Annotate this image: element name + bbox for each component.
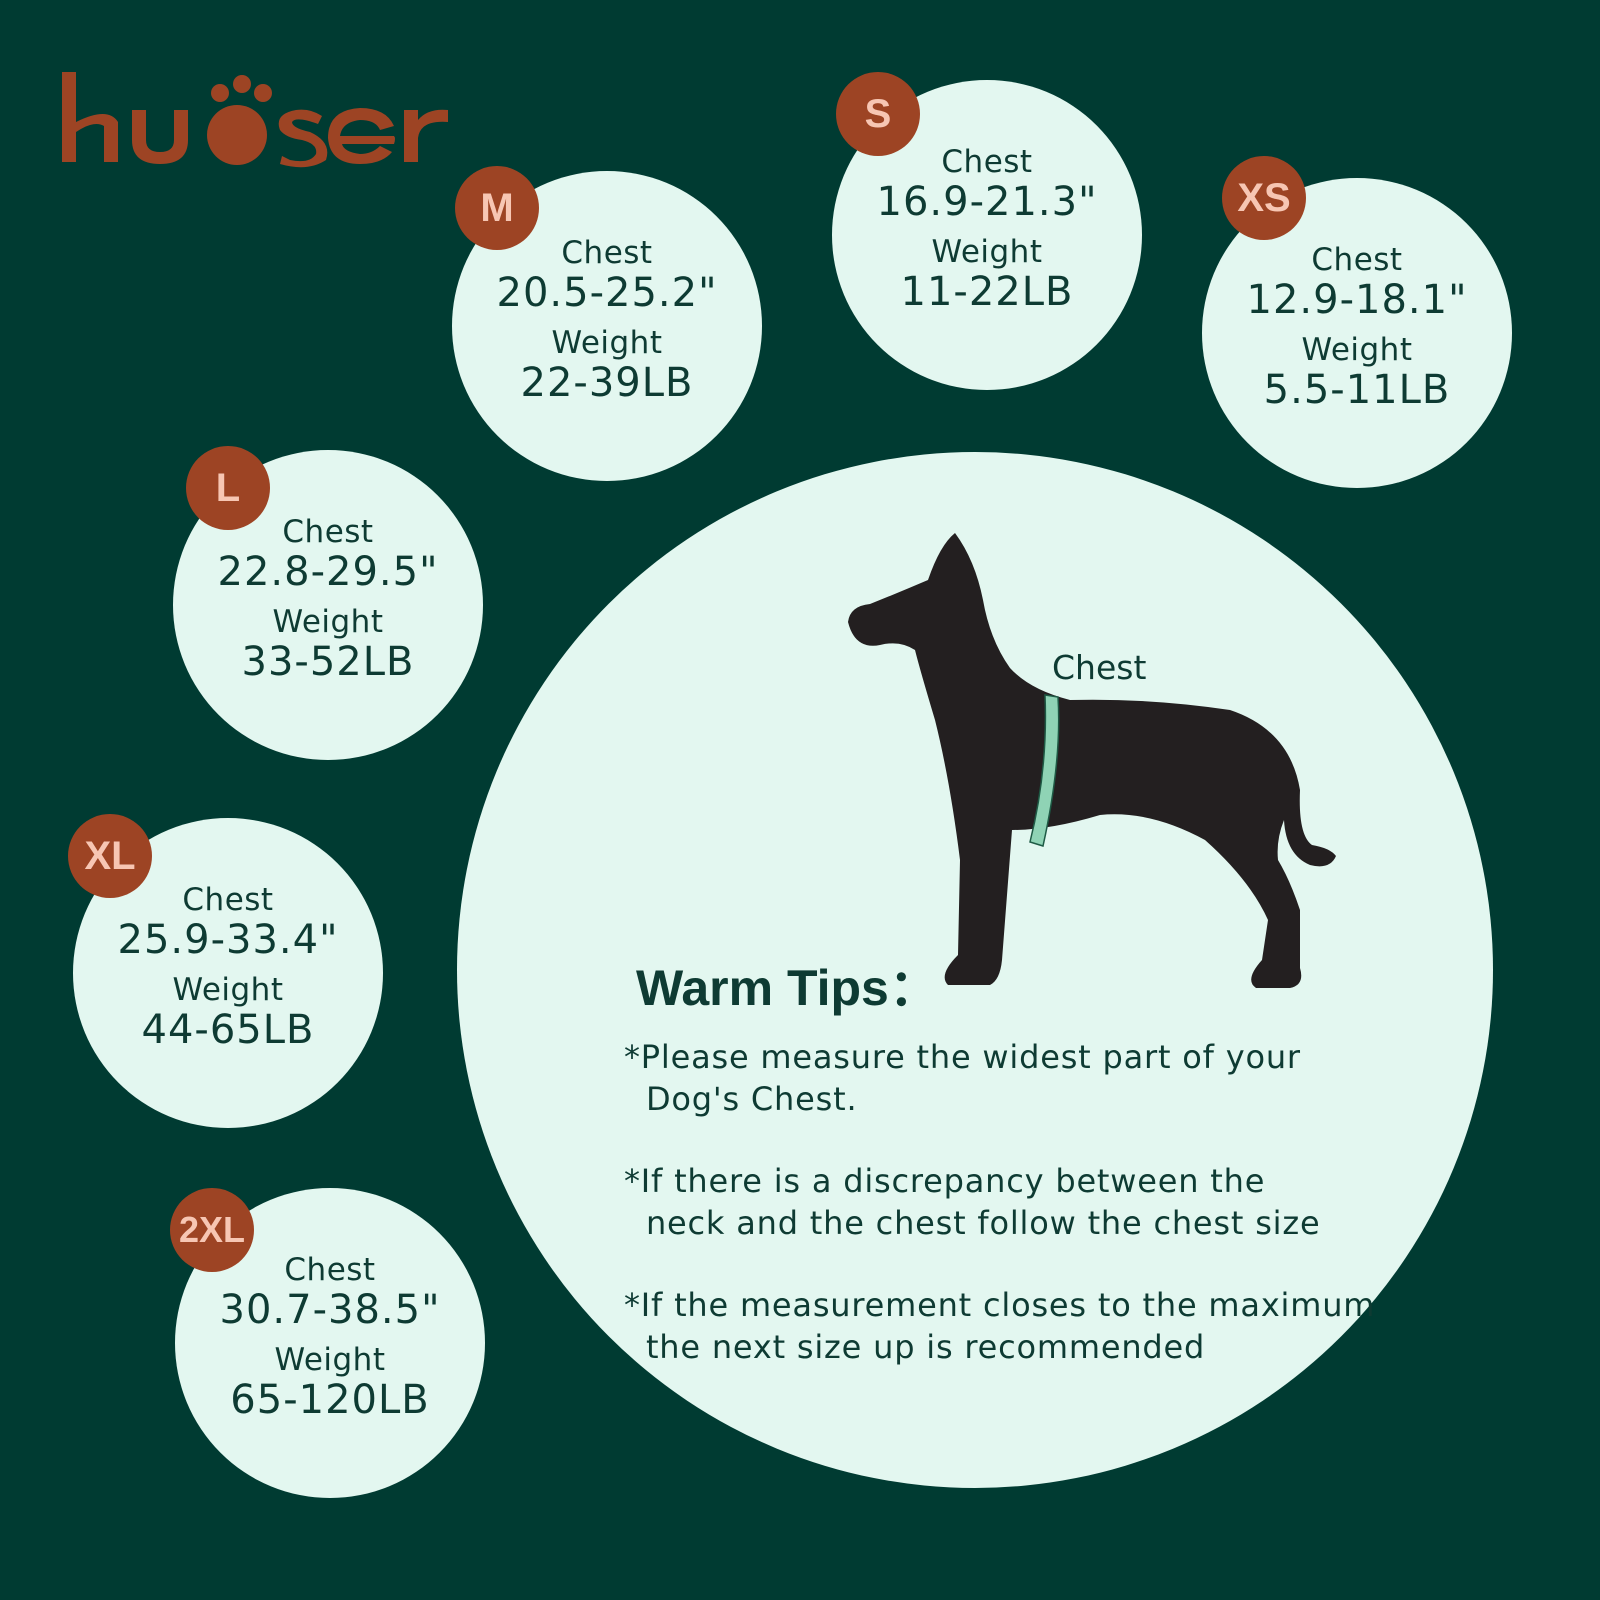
chest-value: 12.9-18.1" <box>1246 277 1468 323</box>
weight-label: Weight <box>551 325 663 361</box>
chest-label: Chest <box>182 882 274 918</box>
weight-label: Weight <box>1301 332 1413 368</box>
chest-value: 22.8-29.5" <box>217 549 439 595</box>
size-badge-xl: XL <box>68 814 152 898</box>
chest-value: 20.5-25.2" <box>496 270 718 316</box>
size-badge-l: L <box>186 446 270 530</box>
weight-label: Weight <box>172 972 284 1008</box>
weight-value: 22-39LB <box>520 360 694 406</box>
size-badge-xs: XS <box>1222 156 1306 240</box>
chest-label: Chest <box>941 144 1033 180</box>
chest-value: 25.9-33.4" <box>117 917 339 963</box>
size-card-xs: Chest 12.9-18.1" Weight 5.5-11LB <box>1202 178 1512 488</box>
weight-value: 5.5-11LB <box>1263 367 1451 413</box>
kuoser-logo-icon <box>62 72 448 168</box>
chest-label: Chest <box>1311 242 1403 278</box>
tips-title: Warm Tips： <box>636 960 939 1016</box>
brand-logo <box>60 60 460 174</box>
size-badge-s: S <box>836 72 920 156</box>
tip-item: *Please measure the widest part of your … <box>624 1038 1301 1118</box>
size-badge-2xl: 2XL <box>170 1188 254 1272</box>
weight-value: 33-52LB <box>241 639 415 685</box>
weight-label: Weight <box>931 234 1043 270</box>
diagram-chest-label: Chest <box>1052 648 1147 687</box>
weight-value: 65-120LB <box>230 1377 430 1423</box>
dog-silhouette <box>848 533 1336 988</box>
chest-value: 30.7-38.5" <box>219 1287 441 1333</box>
chest-label: Chest <box>561 235 653 271</box>
weight-value: 11-22LB <box>900 269 1074 315</box>
tip-item: *If there is a discrepancy between the n… <box>624 1162 1321 1242</box>
weight-label: Weight <box>274 1342 386 1378</box>
weight-value: 44-65LB <box>141 1007 315 1053</box>
chest-label: Chest <box>282 514 374 550</box>
weight-label: Weight <box>272 604 384 640</box>
size-badge-m: M <box>455 166 539 250</box>
tip-item: *If the measurement closes to the maximu… <box>624 1286 1376 1366</box>
chest-value: 16.9-21.3" <box>876 179 1098 225</box>
measuring-tape-icon <box>1029 694 1060 847</box>
chest-label: Chest <box>284 1252 376 1288</box>
